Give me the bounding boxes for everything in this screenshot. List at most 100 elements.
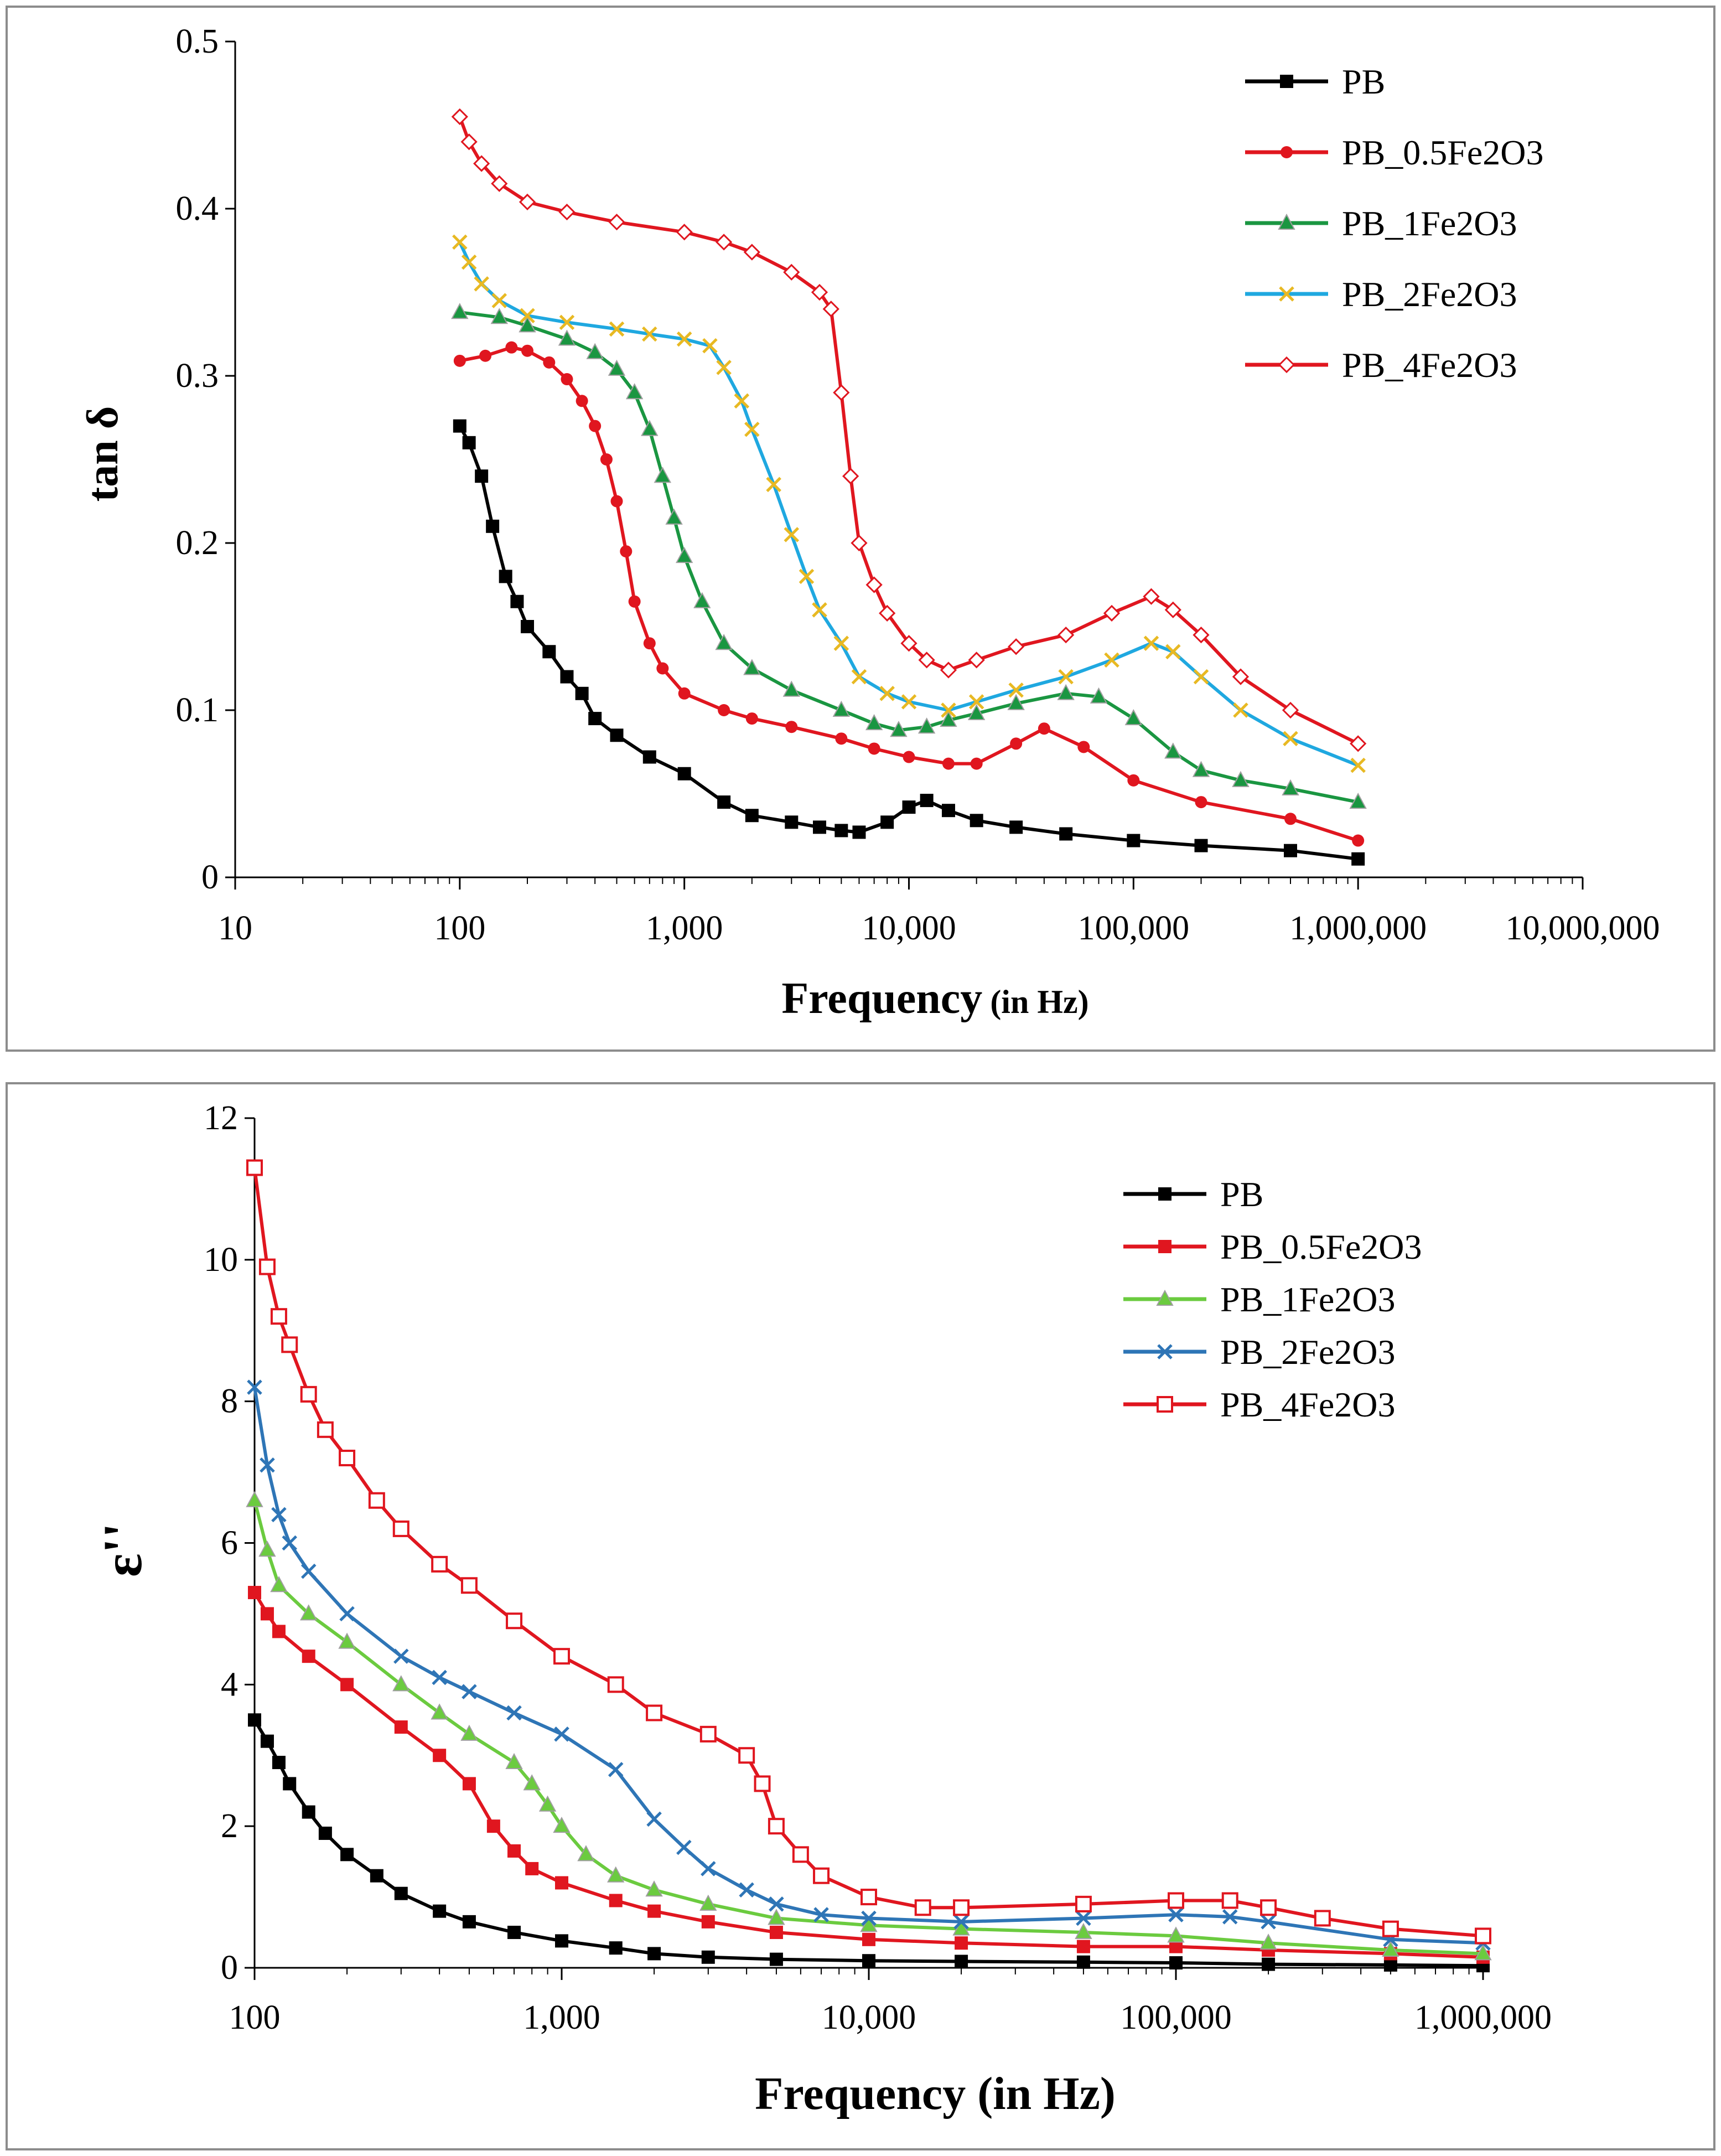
x-tick-label: 1,000 bbox=[523, 1999, 600, 2036]
legend-marker bbox=[1278, 356, 1295, 374]
series-line bbox=[253, 1500, 1484, 1956]
data-point bbox=[783, 263, 800, 281]
data-point bbox=[918, 652, 935, 669]
data-point bbox=[1222, 1909, 1238, 1925]
data-point bbox=[247, 1379, 262, 1395]
data-point bbox=[1103, 604, 1121, 622]
data-point bbox=[609, 1941, 623, 1955]
data-point bbox=[519, 316, 536, 333]
data-point bbox=[813, 820, 827, 834]
x-tick-label: 10,000 bbox=[822, 1999, 916, 2036]
data-point bbox=[394, 1720, 408, 1734]
data-point bbox=[952, 1919, 970, 1936]
data-point bbox=[811, 283, 828, 301]
data-point bbox=[1350, 735, 1367, 752]
data-point bbox=[743, 244, 760, 261]
data-point bbox=[462, 436, 476, 449]
y-tick-label: 8 bbox=[221, 1383, 238, 1420]
data-point bbox=[499, 570, 512, 583]
legend-marker bbox=[1158, 1187, 1171, 1201]
data-point bbox=[368, 1492, 385, 1509]
data-point bbox=[453, 354, 466, 367]
data-point bbox=[744, 421, 760, 437]
legend-label: PB_1Fe2O3 bbox=[1220, 1280, 1396, 1319]
data-point bbox=[739, 1882, 754, 1898]
data-point bbox=[607, 1866, 625, 1883]
data-point bbox=[577, 1845, 595, 1862]
data-point bbox=[260, 1457, 275, 1473]
data-point bbox=[1164, 742, 1182, 759]
legend-label: PB_2Fe2O3 bbox=[1220, 1332, 1396, 1372]
data-point bbox=[302, 1805, 315, 1819]
data-point bbox=[642, 750, 656, 764]
data-point bbox=[941, 702, 956, 718]
data-point bbox=[754, 1775, 771, 1792]
data-point bbox=[941, 804, 955, 818]
data-point bbox=[1143, 635, 1159, 651]
data-point bbox=[270, 1308, 287, 1325]
data-point bbox=[1075, 1895, 1092, 1912]
legend-marker bbox=[1157, 1344, 1173, 1359]
data-point bbox=[1010, 737, 1023, 750]
legend: PB PB_0.5Fe2O3 PB_1Fe2O3 PB_2Fe2O3 PB_4Fe2O3 bbox=[1245, 62, 1544, 385]
data-point bbox=[452, 234, 468, 250]
y-tick-label: 0.5 bbox=[176, 23, 219, 60]
data-point bbox=[521, 620, 535, 633]
data-point bbox=[282, 1535, 298, 1551]
data-point bbox=[433, 1749, 447, 1762]
data-point bbox=[475, 469, 489, 483]
data-point bbox=[642, 326, 657, 342]
data-point bbox=[576, 395, 588, 407]
data-point bbox=[646, 1704, 663, 1721]
y-axis-title: tan δ bbox=[79, 406, 127, 502]
series-pb-1fe2o3 bbox=[451, 303, 1367, 809]
data-point bbox=[1284, 813, 1297, 825]
data-point bbox=[608, 214, 625, 231]
series-pb-1fe2o3 bbox=[246, 1491, 1492, 1961]
data-point bbox=[272, 1756, 286, 1770]
data-point bbox=[942, 757, 955, 770]
data-point bbox=[953, 1899, 970, 1916]
data-point bbox=[1221, 1892, 1238, 1909]
data-point bbox=[717, 795, 731, 809]
data-point bbox=[302, 1650, 315, 1663]
data-point bbox=[555, 1934, 568, 1948]
y-tick-label: 0 bbox=[221, 1949, 238, 1987]
data-point bbox=[792, 1846, 809, 1863]
data-point bbox=[955, 1936, 968, 1950]
data-point bbox=[281, 1336, 298, 1353]
data-point bbox=[392, 1520, 409, 1537]
data-point bbox=[520, 308, 535, 324]
data-point bbox=[558, 329, 576, 346]
data-point bbox=[813, 1907, 829, 1922]
data-point bbox=[656, 662, 669, 675]
data-point bbox=[768, 1818, 785, 1835]
data-point bbox=[462, 1684, 477, 1699]
data-point bbox=[248, 1586, 261, 1600]
data-point bbox=[1143, 588, 1160, 605]
data-point bbox=[768, 1909, 785, 1925]
data-point bbox=[486, 1819, 500, 1833]
data-point bbox=[769, 1896, 784, 1912]
data-point bbox=[851, 669, 867, 685]
data-point bbox=[542, 645, 556, 659]
data-point bbox=[283, 1777, 297, 1791]
data-point bbox=[1090, 687, 1108, 704]
data-point bbox=[1168, 1907, 1184, 1922]
data-point bbox=[900, 635, 917, 652]
data-point bbox=[1314, 1910, 1331, 1927]
data-point bbox=[432, 1669, 447, 1685]
data-point bbox=[1350, 757, 1366, 773]
y-tick-label: 0.2 bbox=[176, 524, 219, 562]
data-point bbox=[1058, 626, 1075, 644]
data-point bbox=[647, 1904, 661, 1918]
data-point bbox=[588, 712, 602, 726]
data-point bbox=[862, 1932, 875, 1946]
data-point bbox=[246, 1491, 263, 1507]
legend-marker bbox=[1156, 1289, 1174, 1306]
data-point bbox=[1192, 761, 1210, 777]
data-point bbox=[479, 349, 492, 362]
data-point bbox=[716, 360, 732, 375]
data-point bbox=[338, 1632, 356, 1649]
data-point bbox=[1282, 701, 1299, 719]
